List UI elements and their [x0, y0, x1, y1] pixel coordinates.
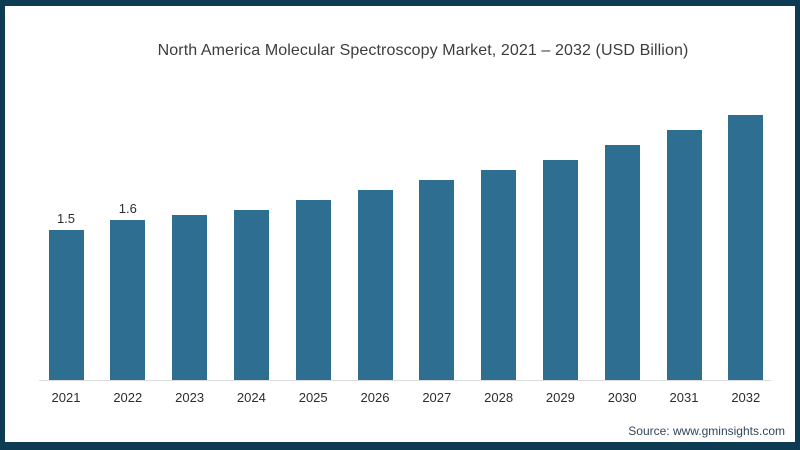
- bar: [110, 220, 146, 380]
- source-text: Source: www.gminsights.com: [628, 424, 785, 438]
- x-axis-tick-label: 2021: [51, 390, 81, 405]
- x-axis-line: [39, 380, 771, 381]
- bar-value-label: 1.5: [56, 211, 76, 226]
- bar: [357, 190, 393, 380]
- x-axis-tick-label: 2031: [669, 390, 699, 405]
- bar: [233, 210, 269, 380]
- bar-value-label: 1.6: [118, 201, 137, 216]
- bar: [48, 230, 84, 380]
- bar: [666, 130, 702, 380]
- bar: [728, 115, 764, 380]
- x-axis-tick-label: 2032: [731, 390, 761, 405]
- x-axis-tick-label: 2028: [484, 390, 514, 405]
- bar-chart: 1.5 2021 1.6 2022 2023 2024 2025 2026 2027 2028 20…: [5, 6, 795, 442]
- bar: [604, 145, 640, 380]
- x-axis-tick-label: 2023: [175, 390, 205, 405]
- bar: [295, 200, 331, 380]
- bar: [419, 180, 455, 380]
- bar: [481, 170, 517, 380]
- chart-title: North America Molecular Spectroscopy Mar…: [157, 42, 689, 59]
- x-axis-tick-label: 2022: [113, 390, 143, 405]
- bar: [172, 215, 208, 380]
- x-axis-tick-label: 2029: [545, 390, 575, 405]
- x-axis-tick-label: 2025: [298, 390, 328, 405]
- x-axis-tick-label: 2027: [422, 390, 452, 405]
- x-axis-tick-label: 2030: [607, 390, 637, 405]
- bar: [542, 160, 578, 380]
- x-axis-tick-label: 2026: [360, 390, 390, 405]
- x-axis-tick-label: 2024: [236, 390, 266, 405]
